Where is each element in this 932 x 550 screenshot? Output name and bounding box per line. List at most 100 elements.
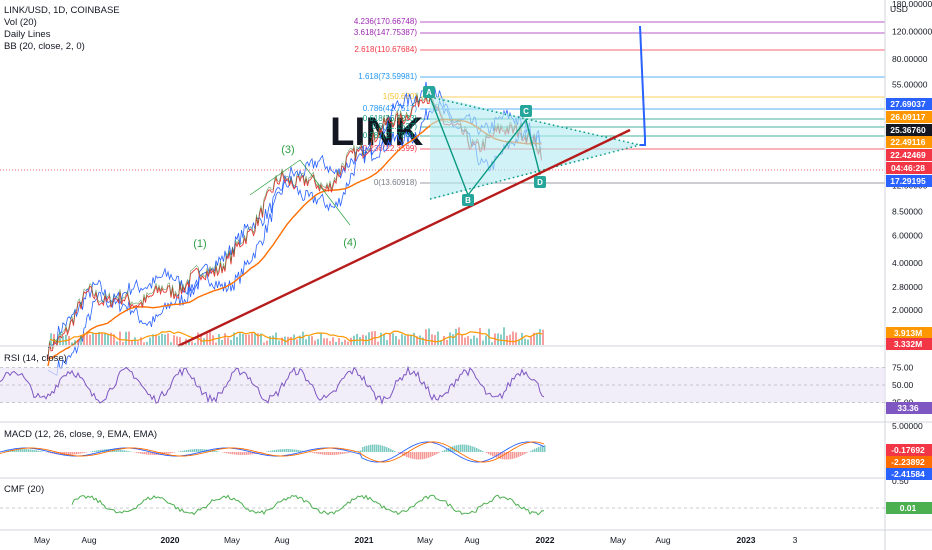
- macd-histogram-bar: [536, 447, 538, 452]
- macd-histogram-bar: [192, 449, 194, 452]
- rsi-tag: 33.36: [897, 403, 919, 413]
- macd-legend[interactable]: MACD (12, 26, close, 9, EMA, EMA): [4, 429, 157, 440]
- vol-legend[interactable]: Vol (20): [4, 17, 37, 28]
- volume-bar: [281, 337, 283, 345]
- volume-bar: [431, 334, 433, 345]
- rsi-line: [0, 365, 545, 405]
- price-axis-tick: 120.00000: [892, 27, 932, 37]
- macd-histogram-bar: [476, 448, 478, 452]
- macd-histogram-bar: [340, 452, 342, 455]
- daily-lines-legend[interactable]: Daily Lines: [4, 29, 51, 40]
- volume-bar: [359, 337, 361, 345]
- macd-histogram-bar: [370, 444, 372, 452]
- macd-histogram-bar: [402, 452, 404, 456]
- macd-histogram-bar: [20, 449, 22, 452]
- volume-bar: [266, 340, 268, 345]
- macd-histogram-bar: [296, 449, 298, 452]
- volume-bar: [296, 339, 298, 345]
- volume-bar: [128, 331, 130, 345]
- volume-bar: [413, 332, 415, 345]
- price-axis-tick: 2.80000: [892, 282, 923, 292]
- volume-bar: [428, 328, 430, 345]
- volume-bar: [395, 336, 397, 345]
- volume-bar: [125, 331, 127, 345]
- macd-histogram-bar: [224, 452, 226, 453]
- volume-bar: [200, 333, 202, 345]
- pattern-point-badge: [423, 86, 435, 98]
- fib-label: 0.786(42.7517): [363, 104, 418, 113]
- macd-histogram-bar: [380, 445, 382, 452]
- macd-histogram-bar: [256, 452, 258, 454]
- macd-histogram-bar: [150, 452, 152, 455]
- macd-histogram-bar: [38, 450, 40, 452]
- macd-histogram-bar: [120, 449, 122, 452]
- fib-label: 3.618(147.75387): [354, 28, 418, 37]
- volume-bar: [146, 341, 148, 345]
- macd-histogram-bar: [274, 450, 276, 452]
- volume-bar: [155, 334, 157, 345]
- price-axis-tick: 2.00000: [892, 305, 923, 315]
- volume-bar: [368, 332, 370, 345]
- macd-histogram-bar: [92, 451, 94, 452]
- macd-histogram-bar: [172, 452, 174, 453]
- volume-bar: [302, 331, 304, 345]
- macd-histogram-bar: [496, 452, 498, 458]
- macd-histogram-bar: [198, 449, 200, 452]
- macd-histogram-bar: [244, 452, 246, 455]
- macd-histogram-bar: [182, 450, 184, 452]
- volume-bar: [398, 339, 400, 345]
- macd-histogram-bar: [128, 451, 130, 452]
- macd-histogram-bar: [74, 452, 76, 455]
- macd-histogram-bar: [376, 444, 378, 452]
- macd-histogram-bar: [348, 452, 350, 453]
- price-tag-bg: [886, 124, 932, 136]
- macd-histogram-bar: [332, 452, 334, 455]
- macd-tag-bg: [886, 456, 932, 468]
- volume-bar: [215, 342, 217, 345]
- macd-histogram-bar: [414, 452, 416, 460]
- volume-bar: [311, 336, 313, 345]
- time-axis-tick: 2020: [161, 535, 180, 545]
- volume-bar: [338, 338, 340, 345]
- macd-histogram-bar: [234, 452, 236, 455]
- bb-legend[interactable]: BB (20, close, 2, 0): [4, 41, 85, 52]
- macd-histogram-bar: [374, 444, 376, 452]
- macd-histogram-bar: [16, 449, 18, 452]
- volume-tag: 3.913M: [894, 328, 922, 338]
- pattern-point-badge: [462, 194, 474, 206]
- macd-histogram-bar: [342, 452, 344, 454]
- cmf-legend[interactable]: CMF (20): [4, 484, 44, 495]
- volume-bar: [443, 336, 445, 345]
- time-axis-tick: 3: [793, 535, 798, 545]
- rsi-legend[interactable]: RSI (14, close): [4, 353, 67, 364]
- macd-histogram-bar: [98, 450, 100, 452]
- volume-tag: 3.332M: [894, 339, 922, 349]
- symmetrical-triangle: [430, 95, 640, 200]
- macd-histogram-bar: [392, 449, 394, 452]
- volume-bar: [410, 334, 412, 345]
- macd-histogram-bar: [544, 445, 546, 452]
- macd-histogram-bar: [456, 445, 458, 452]
- volume-bar: [323, 338, 325, 345]
- symbol-legend[interactable]: LINK/USD, 1D, COINBASE: [4, 5, 120, 16]
- macd-histogram-bar: [492, 452, 494, 457]
- volume-bar: [524, 338, 526, 345]
- macd-histogram-bar: [50, 452, 52, 454]
- volume-bar: [176, 336, 178, 345]
- volume-bar: [278, 340, 280, 345]
- macd-histogram-bar: [190, 449, 192, 452]
- macd-histogram-bar: [538, 447, 540, 452]
- volume-bar: [479, 328, 481, 345]
- volume-bar: [230, 339, 232, 345]
- volume-bar: [503, 327, 505, 345]
- macd-histogram-bar: [292, 449, 294, 452]
- macd-histogram-bar: [542, 445, 544, 452]
- macd-histogram-bar: [30, 449, 32, 452]
- price-axis-tick: 55.00000: [892, 80, 928, 90]
- volume-bar: [344, 339, 346, 345]
- volume-bar: [434, 335, 436, 345]
- pattern-point-label: B: [465, 196, 471, 205]
- fib-label: 1(50.680): [383, 92, 418, 101]
